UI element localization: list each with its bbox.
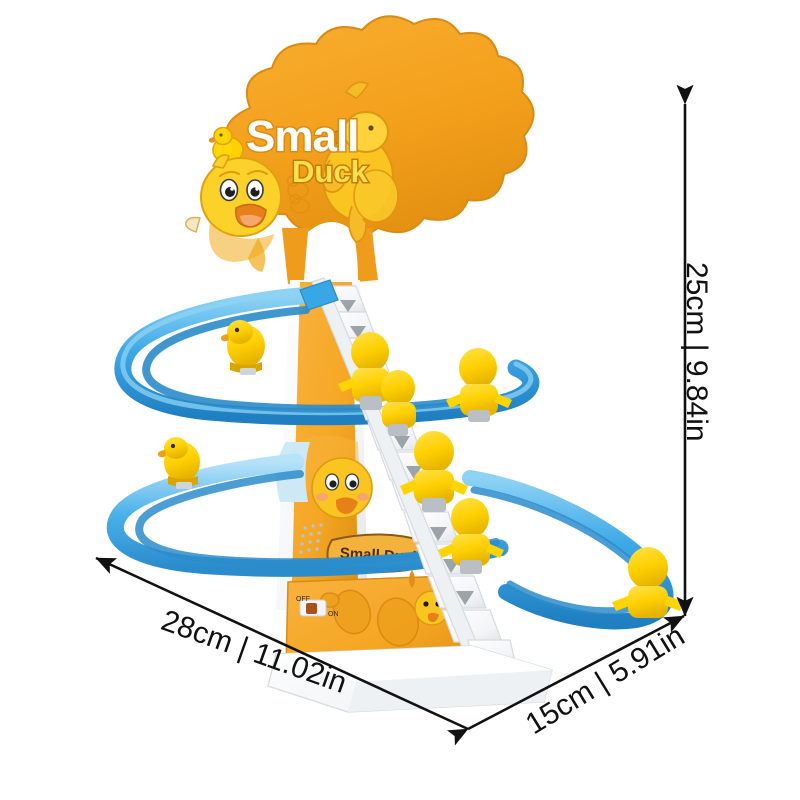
- duck-face-panel: [311, 457, 373, 519]
- duck-figure: [400, 431, 468, 512]
- duck-outline-decor: [286, 175, 310, 214]
- duck-figure: [157, 437, 200, 489]
- switch-on-label: ON: [328, 611, 339, 618]
- duck-family-graphic: [321, 81, 399, 243]
- duck-figure: [220, 320, 265, 375]
- switch-off-label: OFF: [296, 596, 310, 603]
- speaker-grille: [299, 523, 323, 554]
- duck-mascot-large: [185, 154, 282, 272]
- duck-figure: [318, 275, 346, 305]
- height-dimension-label: 25cm | 9.84in: [680, 262, 713, 442]
- duck-figure: [381, 370, 416, 436]
- duck-figure: [446, 348, 512, 422]
- duck-figure: [338, 332, 404, 410]
